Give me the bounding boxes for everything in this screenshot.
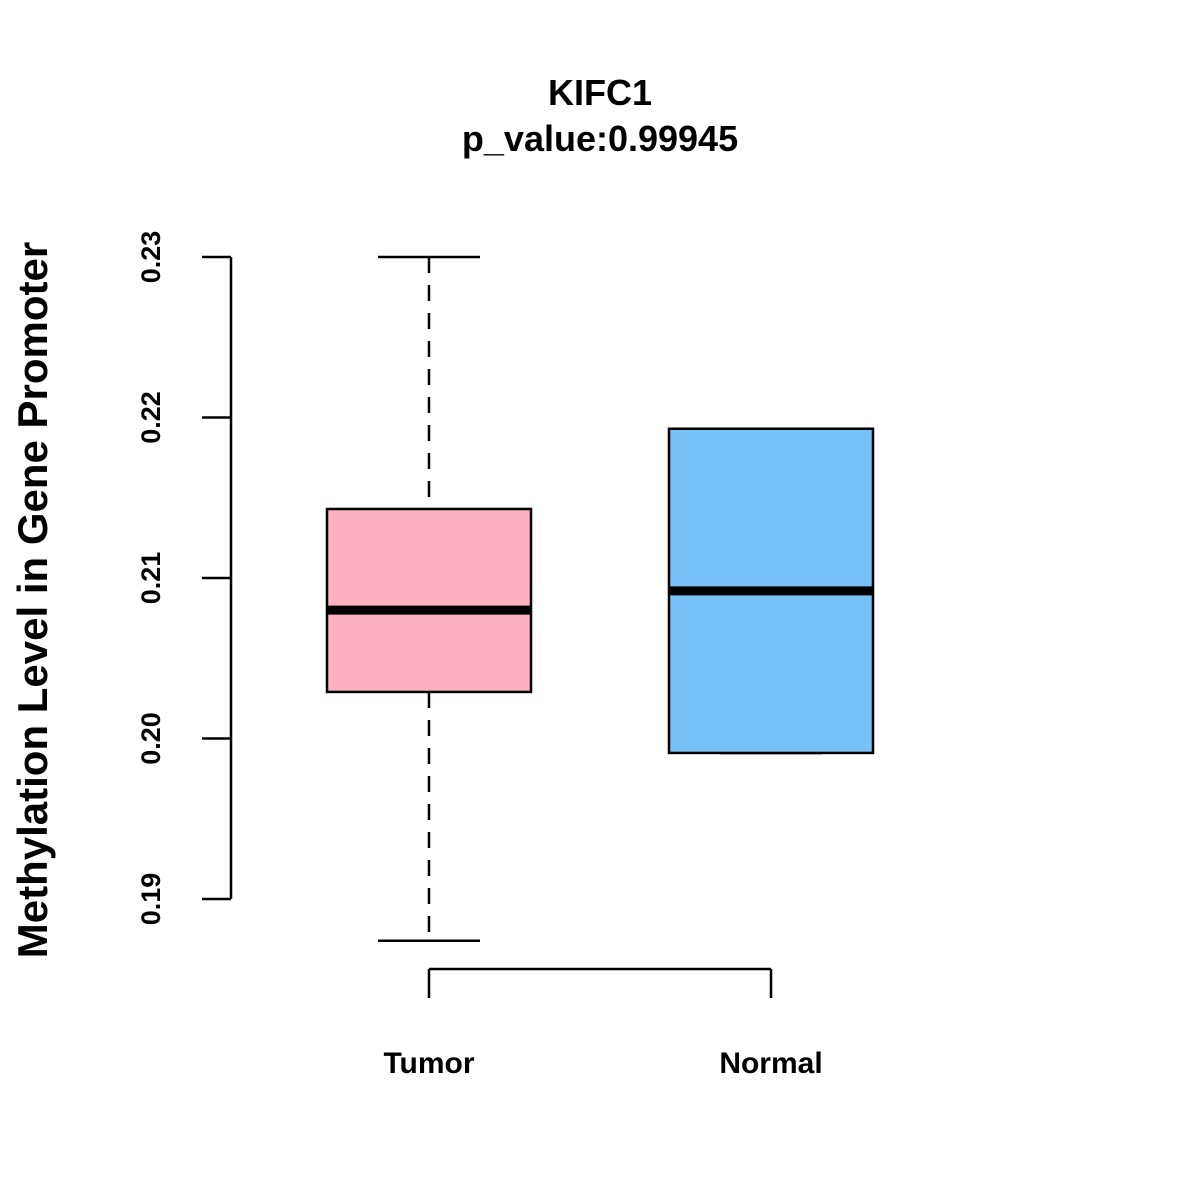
y-tick-label: 0.19: [136, 873, 166, 926]
chart-title: KIFC1: [548, 72, 652, 113]
x-tick-label: Tumor: [383, 1047, 474, 1080]
chart-subtitle: p_value:0.99945: [462, 118, 738, 159]
y-tick-label: 0.23: [136, 231, 166, 284]
box-iqr: [325, 507, 533, 694]
x-axis: Tumor Normal: [383, 967, 823, 1080]
y-tick-label: 0.21: [136, 552, 166, 605]
y-axis: 0.19 0.20 0.21 0.22 0.23: [136, 231, 233, 926]
box-tumor: [325, 255, 533, 942]
y-tick-label: 0.22: [136, 391, 166, 444]
y-tick-label: 0.20: [136, 712, 166, 765]
y-axis-label: Methylation Level in Gene Promoter: [9, 242, 56, 958]
x-tick-label: Normal: [719, 1047, 822, 1080]
box-group: [325, 255, 875, 942]
box-normal: [667, 427, 875, 755]
